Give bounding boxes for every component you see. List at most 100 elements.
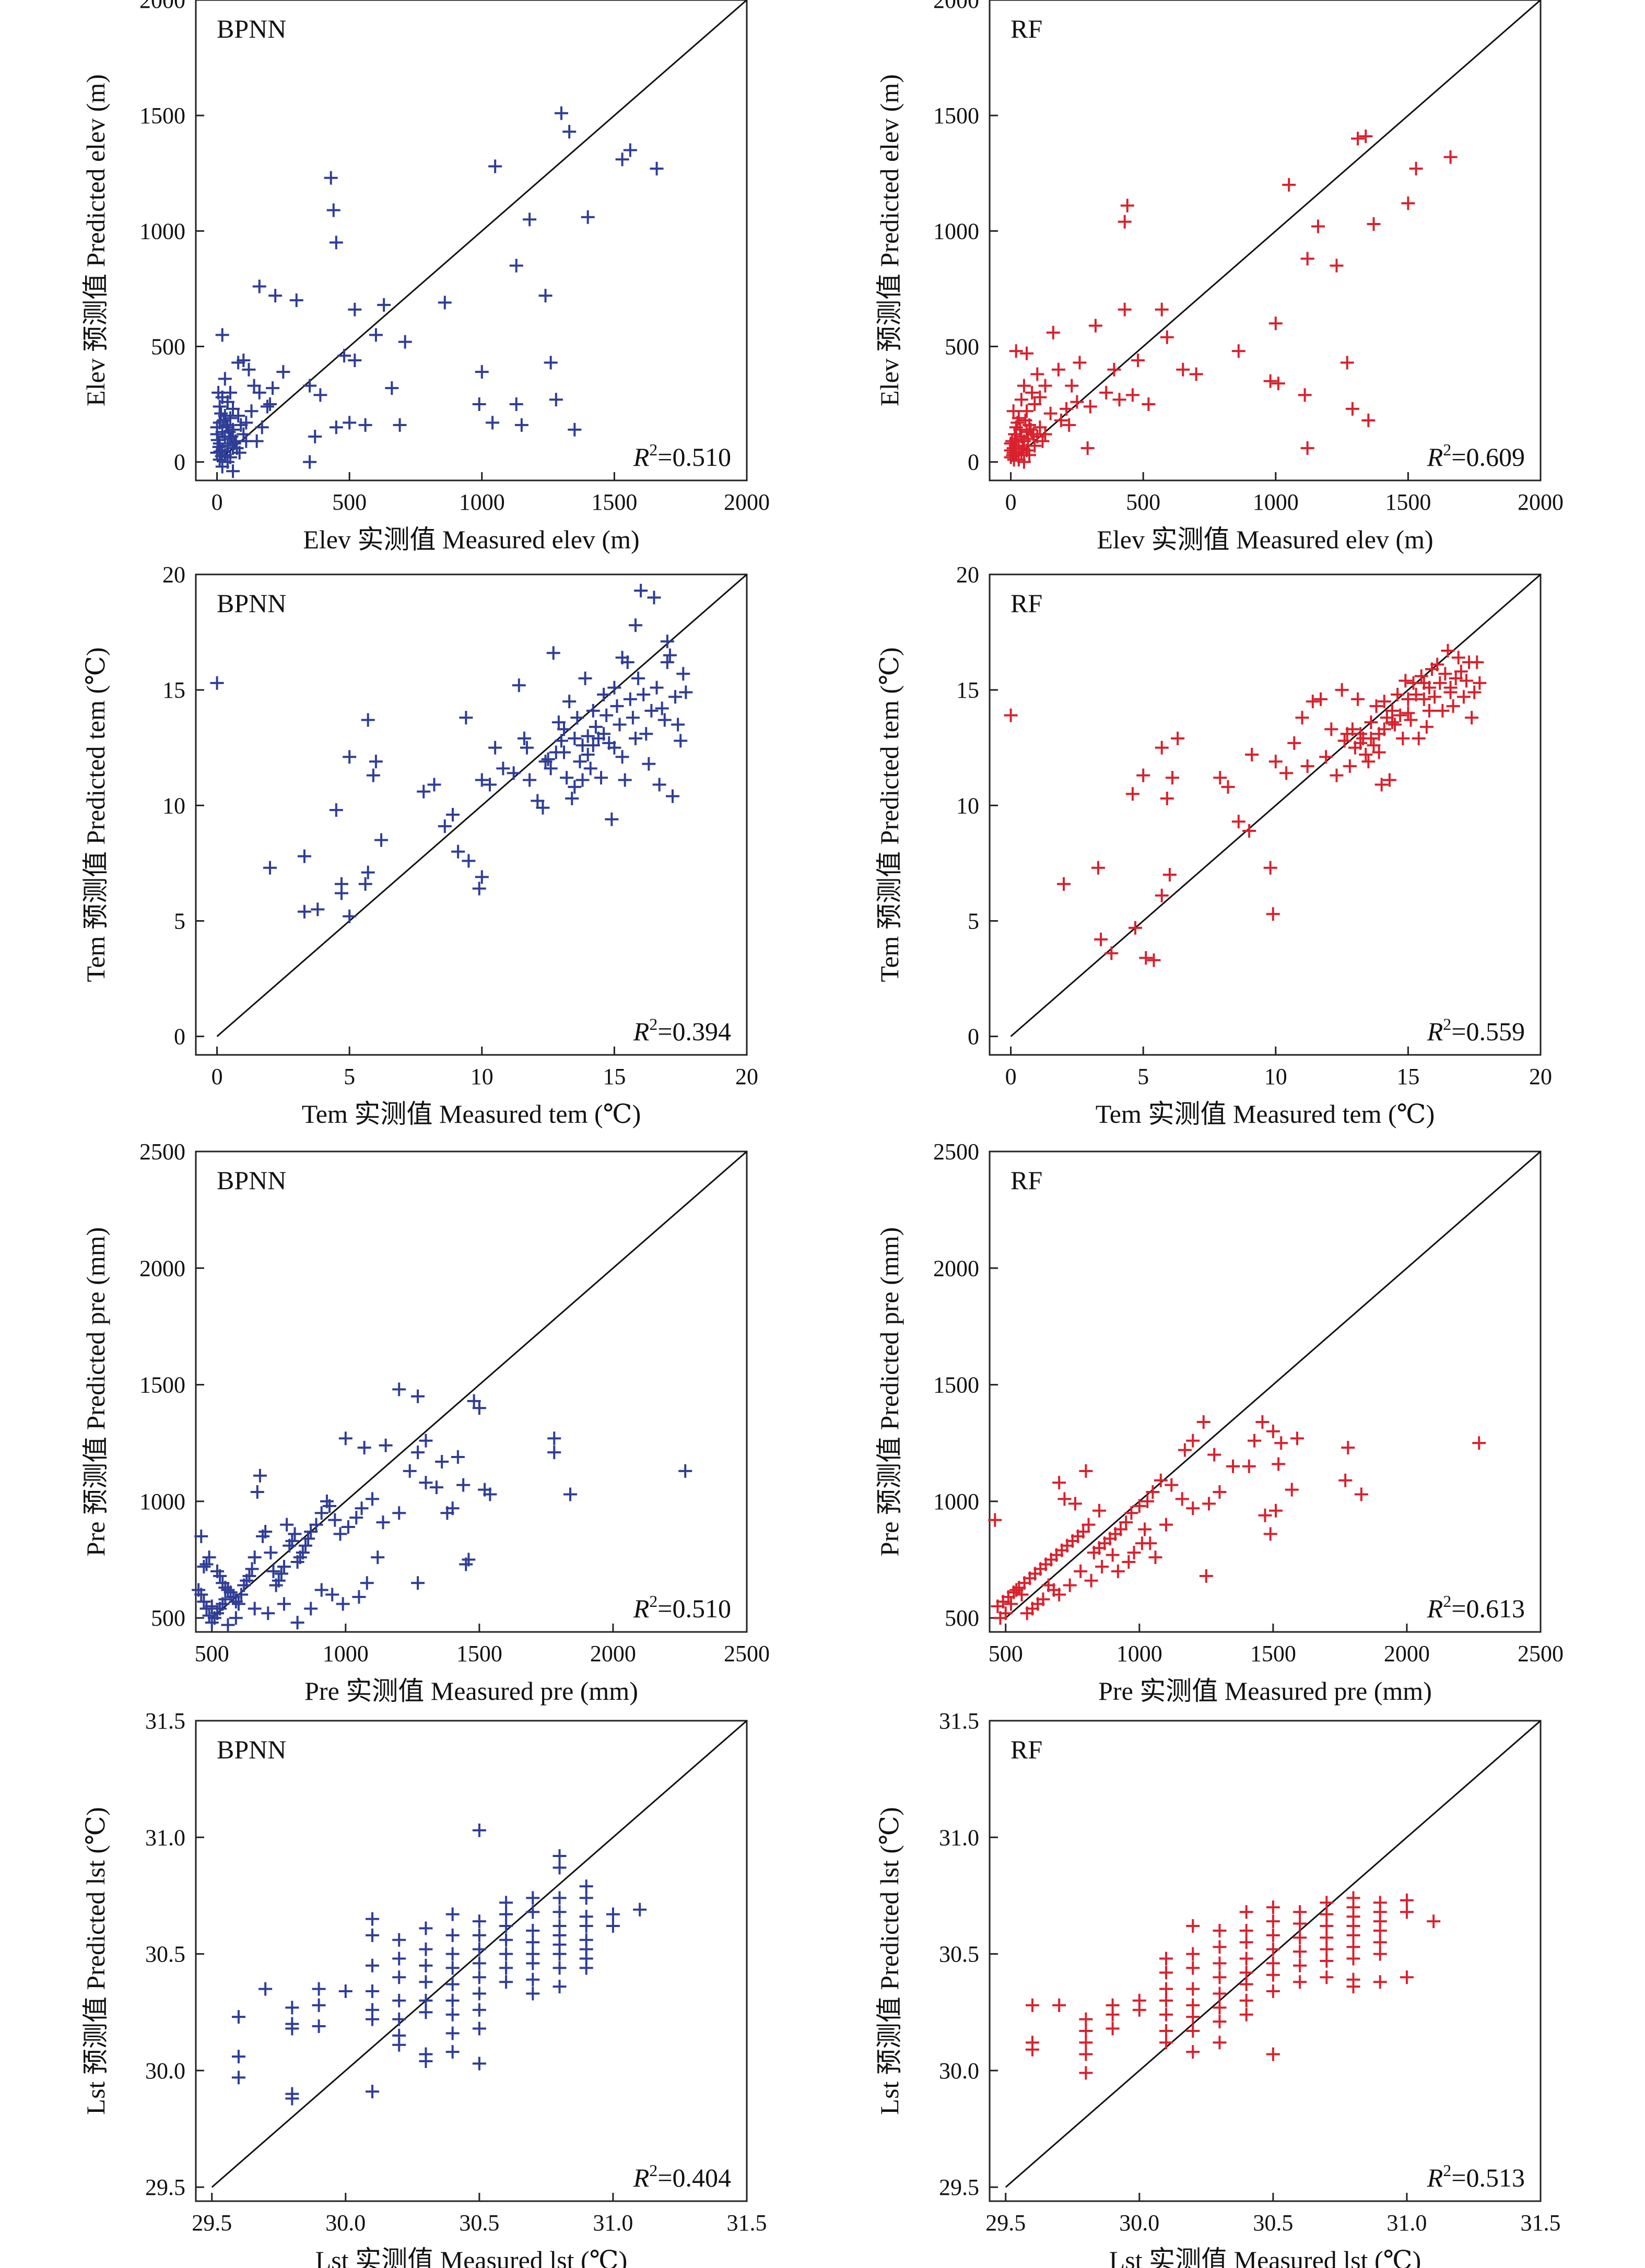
data-point	[435, 1454, 449, 1468]
data-point	[657, 713, 672, 727]
data-point	[615, 750, 629, 764]
x-tick-label: 31.0	[593, 2210, 633, 2236]
data-point	[553, 1861, 567, 1875]
data-point	[285, 2001, 299, 2015]
data-point	[1465, 711, 1479, 725]
data-point	[606, 1907, 620, 1921]
one-to-one-line	[1010, 0, 1541, 463]
data-point	[1128, 921, 1142, 935]
data-point	[1320, 1970, 1334, 1984]
data-point	[1346, 1980, 1360, 1994]
data-point	[472, 1942, 486, 1956]
data-point	[369, 328, 383, 342]
data-point	[467, 1394, 481, 1408]
y-axis-label: Tem 预测值 Predicted tem (℃)	[81, 647, 110, 982]
data-point	[252, 385, 266, 399]
data-point	[218, 372, 232, 386]
data-point	[514, 418, 528, 432]
x-tick-label: 1000	[459, 489, 505, 515]
data-point	[419, 1942, 433, 1956]
data-point	[277, 1597, 291, 1611]
data-point	[1266, 2047, 1280, 2061]
data-point	[988, 1513, 1002, 1527]
data-point	[499, 1907, 513, 1921]
data-point	[1106, 1548, 1120, 1562]
data-point	[1159, 2007, 1173, 2022]
data-point	[392, 1993, 406, 2007]
data-point	[210, 676, 224, 690]
y-tick-label: 500	[945, 334, 979, 359]
y-tick-label: 2500	[933, 1139, 979, 1165]
data-point	[1345, 402, 1359, 416]
y-tick-label: 20	[956, 562, 979, 587]
plot-frame	[195, 0, 748, 481]
data-point	[213, 1569, 227, 1583]
data-point	[568, 732, 582, 746]
data-point	[1226, 1459, 1240, 1473]
data-point	[263, 397, 277, 412]
data-point	[1131, 354, 1145, 367]
data-point	[223, 385, 237, 399]
data-point	[547, 1431, 561, 1446]
y-tick-label: 30.5	[939, 1942, 979, 1967]
data-point	[1011, 416, 1025, 430]
data-point	[526, 1972, 540, 1987]
data-point	[1373, 1975, 1387, 1989]
data-point	[1320, 1954, 1334, 1968]
x-tick-label: 0	[1005, 1064, 1017, 1089]
data-point	[1087, 1546, 1101, 1560]
model-tag: RF	[1011, 1166, 1042, 1195]
data-point	[526, 1956, 540, 1970]
data-point	[1092, 1503, 1106, 1518]
data-point	[358, 877, 372, 891]
data-point	[1385, 703, 1399, 718]
data-point	[597, 688, 611, 701]
x-tick-label: 2000	[590, 1641, 636, 1666]
data-point	[1388, 718, 1402, 732]
data-point	[1361, 755, 1376, 769]
panel-3-rf: 500 1000 1500 2000 2500 500 1000 1500 2000 2500 RF…	[875, 1139, 1564, 1706]
x-tick-label: 2500	[1518, 1641, 1564, 1666]
x-tick-label: 1000	[323, 1641, 369, 1666]
data-point	[1417, 692, 1431, 706]
data-point	[361, 713, 375, 727]
data-point	[1125, 388, 1139, 402]
data-point	[1409, 161, 1423, 175]
y-tick-label: 31.0	[939, 1825, 979, 1850]
data-point	[1020, 404, 1034, 418]
data-point	[509, 397, 523, 412]
data-point	[472, 1987, 486, 2001]
data-point	[459, 711, 473, 725]
data-point	[1009, 344, 1023, 358]
data-point	[1377, 695, 1391, 709]
data-point	[231, 1597, 245, 1611]
data-point	[523, 773, 537, 787]
data-point	[427, 778, 441, 792]
data-point	[1266, 1984, 1280, 1999]
data-point	[549, 393, 563, 407]
data-point	[1470, 655, 1484, 669]
scatter-series-rf	[1004, 643, 1487, 967]
scatter-series-rf	[988, 1415, 1486, 1625]
data-point	[1025, 2042, 1039, 2057]
data-point	[523, 213, 537, 227]
data-point	[520, 741, 534, 755]
data-point	[392, 1952, 406, 1966]
data-point	[366, 2012, 380, 2026]
x-tick-label: 1500	[591, 489, 637, 515]
scatter-series-rf	[1004, 129, 1458, 469]
data-point	[1454, 664, 1468, 678]
data-point	[472, 1956, 486, 1970]
y-tick-label: 500	[151, 334, 185, 359]
data-point	[1266, 1914, 1280, 1929]
data-point	[459, 1557, 473, 1571]
data-point	[248, 1602, 262, 1616]
data-point	[1428, 690, 1442, 704]
y-axis-label: Elev 预测值 Predicted elev (m)	[875, 74, 904, 406]
data-point	[226, 464, 240, 478]
data-point	[199, 1557, 214, 1571]
data-point	[192, 1583, 206, 1597]
data-point	[1441, 643, 1455, 657]
y-tick-label: 1000	[933, 1489, 979, 1514]
x-axis-label: Lst 实测值 Measured lst (℃)	[1109, 2246, 1421, 2268]
